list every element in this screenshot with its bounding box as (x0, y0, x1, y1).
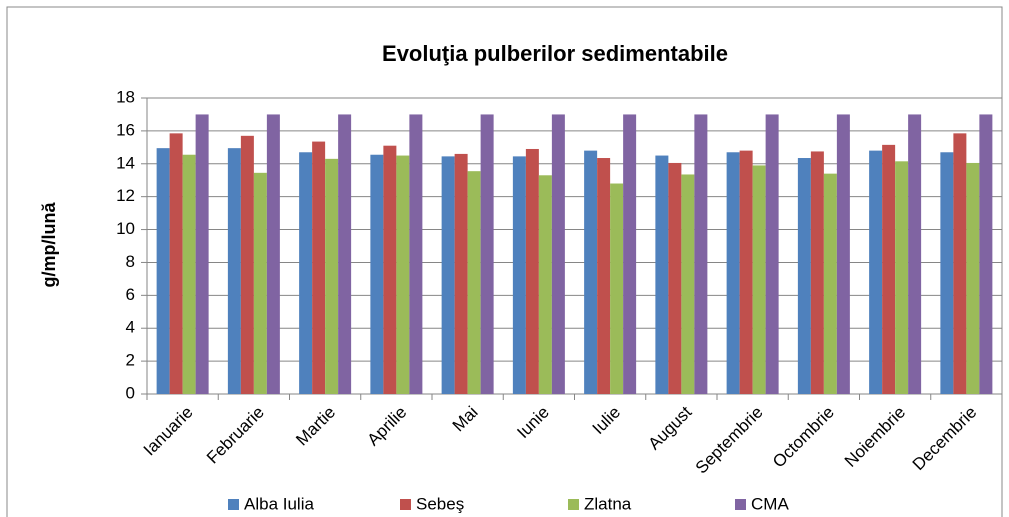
bar (195, 114, 209, 394)
bar (312, 141, 326, 394)
bar (694, 114, 708, 394)
chart-title: Evoluţia pulberilor sedimentabile (382, 41, 728, 66)
y-tick-label: 4 (126, 318, 135, 337)
legend-label: Zlatna (584, 494, 632, 513)
bar (227, 148, 241, 394)
bar (409, 114, 423, 394)
bar (467, 171, 481, 394)
bar (169, 133, 183, 394)
y-tick-label: 0 (126, 383, 135, 402)
legend-label: Sebeş (416, 494, 464, 513)
bar (610, 183, 624, 394)
y-axis-label: g/mp/lună (39, 202, 59, 288)
bar (584, 150, 598, 394)
legend-swatch (735, 499, 746, 510)
bar (836, 114, 850, 394)
bar (325, 158, 339, 394)
bar (765, 114, 779, 394)
y-tick-label: 6 (126, 285, 135, 304)
bar (512, 156, 526, 394)
y-tick-label: 16 (116, 120, 135, 139)
bar (895, 161, 909, 394)
bar (869, 150, 883, 394)
y-tick-label: 12 (116, 186, 135, 205)
bar (370, 154, 384, 394)
bar (441, 156, 455, 394)
bar (623, 114, 637, 394)
bar (940, 152, 954, 394)
bar (266, 114, 280, 394)
bar (538, 175, 552, 394)
bar (240, 135, 254, 395)
bar (823, 173, 837, 394)
bar (668, 162, 682, 394)
bar (966, 162, 980, 394)
bar (752, 165, 766, 394)
bar (908, 114, 922, 394)
bar (338, 114, 352, 394)
legend-label: CMA (751, 494, 789, 513)
bar (454, 153, 468, 394)
bar (182, 154, 196, 394)
bar (525, 148, 539, 394)
y-tick-label: 8 (126, 252, 135, 271)
y-tick-label: 18 (116, 87, 135, 106)
bar (882, 144, 896, 394)
bar (253, 172, 267, 394)
bar (810, 151, 824, 394)
bar (739, 150, 753, 394)
bar (655, 155, 669, 394)
bar (156, 148, 170, 394)
bar (299, 152, 313, 394)
bar (480, 114, 494, 394)
bar (551, 114, 565, 394)
y-tick-label: 10 (116, 219, 135, 238)
y-tick-label: 14 (116, 153, 135, 172)
legend-swatch (400, 499, 411, 510)
bar (597, 158, 611, 394)
legend-swatch (228, 499, 239, 510)
legend-swatch (568, 499, 579, 510)
bar (726, 152, 740, 394)
bar (953, 133, 967, 394)
y-tick-label: 2 (126, 351, 135, 370)
bar (797, 158, 811, 394)
bar (396, 155, 410, 394)
legend-label: Alba Iulia (244, 494, 314, 513)
bar (681, 174, 695, 394)
bar (979, 114, 993, 394)
bar (383, 145, 397, 394)
